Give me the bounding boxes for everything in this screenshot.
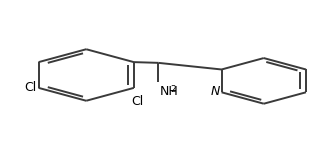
Text: Cl: Cl — [24, 81, 36, 94]
Text: NH: NH — [160, 85, 179, 98]
Text: N: N — [210, 85, 220, 98]
Text: 2: 2 — [170, 85, 176, 94]
Text: Cl: Cl — [131, 95, 143, 108]
